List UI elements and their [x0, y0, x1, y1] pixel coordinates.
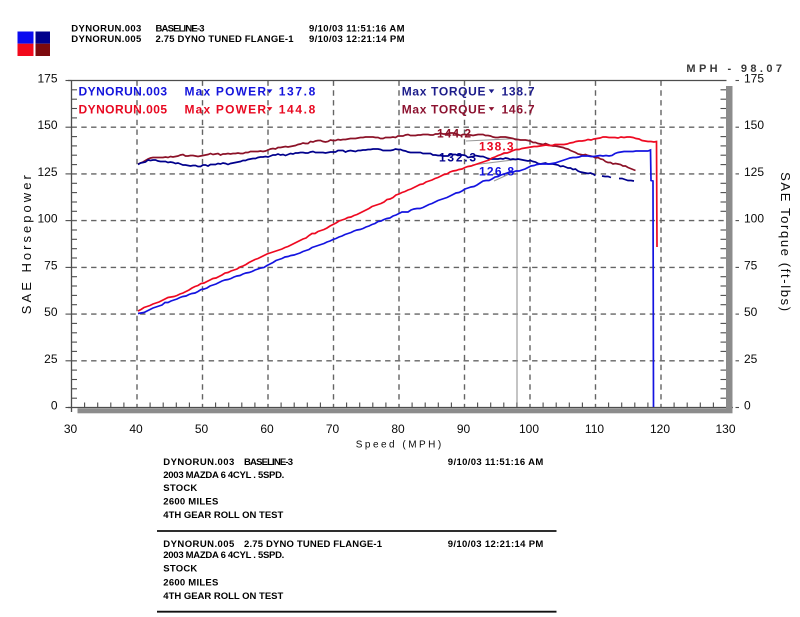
svg-text:Max TORQUE: Max TORQUE [402, 85, 486, 99]
svg-text:75: 75 [44, 258, 58, 272]
svg-text:SAE Horsepower: SAE Horsepower [19, 175, 34, 315]
svg-text:125: 125 [744, 165, 764, 179]
svg-text:DYNORUN.005: DYNORUN.005 [71, 34, 142, 45]
svg-text:9/10/03 11:51:16 AM: 9/10/03 11:51:16 AM [448, 457, 544, 468]
svg-text:175: 175 [37, 72, 57, 86]
svg-text:144.8: 144.8 [279, 102, 316, 116]
svg-text:Max TORQUE: Max TORQUE [402, 102, 486, 116]
svg-text:2600 MILES: 2600 MILES [163, 577, 218, 588]
svg-text:SAE Torque (ft-lbs): SAE Torque (ft-lbs) [778, 172, 793, 311]
svg-text:2600 MILES: 2600 MILES [163, 497, 218, 508]
svg-text:DYNORUN.003: DYNORUN.003 [79, 85, 168, 99]
svg-text:Max POWER: Max POWER [185, 85, 267, 99]
svg-text:126.8: 126.8 [479, 165, 514, 179]
svg-text:2003 MAZDA 6 4CYL . 5SPD.: 2003 MAZDA 6 4CYL . 5SPD. [163, 470, 284, 481]
svg-text:STOCK: STOCK [163, 564, 197, 575]
svg-text:25: 25 [44, 352, 58, 366]
svg-text:4TH GEAR ROLL ON TEST: 4TH GEAR ROLL ON TEST [163, 510, 283, 521]
svg-text:DYNORUN.003: DYNORUN.003 [163, 457, 234, 468]
svg-text:50: 50 [195, 422, 209, 436]
svg-text:25: 25 [744, 352, 758, 366]
svg-text:50: 50 [44, 305, 58, 319]
svg-text:60: 60 [260, 422, 274, 436]
svg-text:100: 100 [519, 422, 539, 436]
svg-text:2.75 DYNO TUNED FLANGE-1: 2.75 DYNO TUNED FLANGE-1 [244, 539, 383, 550]
svg-text:138.3: 138.3 [479, 140, 514, 154]
svg-text:Speed (MPH): Speed (MPH) [356, 440, 442, 451]
svg-text:70: 70 [326, 422, 340, 436]
svg-text:DYNORUN.003: DYNORUN.003 [71, 24, 141, 35]
svg-text:2.75 DYNO TUNED FLANGE-1: 2.75 DYNO TUNED FLANGE-1 [156, 34, 295, 45]
svg-text:DYNORUN.005: DYNORUN.005 [79, 102, 168, 116]
svg-text:150: 150 [744, 118, 764, 132]
svg-text:STOCK: STOCK [163, 483, 197, 494]
svg-text:90: 90 [457, 422, 471, 436]
svg-text:132.3: 132.3 [439, 151, 476, 165]
svg-text:0: 0 [744, 399, 751, 413]
svg-text:150: 150 [37, 118, 57, 132]
svg-text:BASELINE-3: BASELINE-3 [244, 457, 293, 468]
svg-text:9/10/03 11:51:16 AM: 9/10/03 11:51:16 AM [309, 24, 405, 35]
svg-text:175: 175 [744, 72, 764, 86]
svg-text:130: 130 [715, 422, 735, 436]
svg-text:BASELINE-3: BASELINE-3 [156, 24, 205, 35]
svg-text:100: 100 [37, 212, 57, 226]
svg-text:80: 80 [391, 422, 405, 436]
svg-text:0: 0 [51, 399, 58, 413]
svg-text:MPH - 98.07: MPH - 98.07 [686, 63, 782, 75]
svg-text:138.7: 138.7 [502, 85, 535, 99]
svg-text:DYNORUN.005: DYNORUN.005 [163, 539, 235, 550]
svg-text:100: 100 [744, 212, 764, 226]
svg-text:4TH GEAR ROLL ON TEST: 4TH GEAR ROLL ON TEST [163, 591, 283, 602]
svg-text:137.8: 137.8 [279, 85, 316, 99]
svg-text:40: 40 [129, 422, 143, 436]
svg-text:146.7: 146.7 [502, 102, 535, 116]
svg-text:50: 50 [744, 305, 758, 319]
svg-text:144.2: 144.2 [437, 127, 471, 141]
svg-text:30: 30 [64, 422, 78, 436]
svg-text:75: 75 [744, 258, 758, 272]
svg-text:125: 125 [37, 165, 57, 179]
svg-text:2003 MAZDA 6 4CYL . 5SPD.: 2003 MAZDA 6 4CYL . 5SPD. [163, 550, 284, 561]
svg-text:120: 120 [650, 422, 670, 436]
svg-text:110: 110 [585, 422, 604, 436]
svg-text:9/10/03 12:21:14 PM: 9/10/03 12:21:14 PM [448, 539, 544, 550]
svg-text:9/10/03 12:21:14 PM: 9/10/03 12:21:14 PM [309, 34, 405, 45]
svg-text:Max POWER: Max POWER [185, 102, 267, 116]
